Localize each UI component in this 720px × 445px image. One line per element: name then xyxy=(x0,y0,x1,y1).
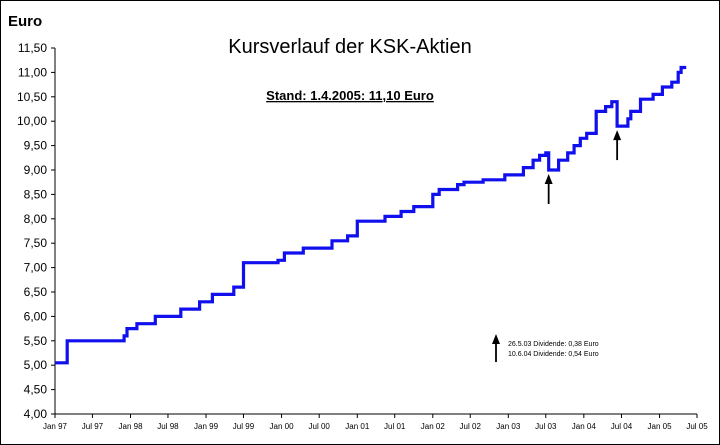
y-ticks: 4,00 4,50 5,00 5,50 6,00 6,50 7,00 7,50 8,00 8,50… xyxy=(17,41,55,421)
x-tick-label: Jul 01 xyxy=(384,422,406,431)
x-tick-label: Jan 99 xyxy=(194,422,219,431)
y-tick-label: 9,00 xyxy=(24,163,48,177)
x-tick-label: Jan 97 xyxy=(43,422,68,431)
y-tick-label: 11,50 xyxy=(18,41,47,55)
dividend-note-line: 10.6.04 Dividende: 0,54 Euro xyxy=(508,351,599,358)
x-tick-label: Jul 03 xyxy=(535,422,557,431)
x-ticks: Jan 97 Jul 97 Jan 98 Jul 98 Jan 99 Jul 99 Jan … xyxy=(43,414,708,431)
y-tick-label: 9,50 xyxy=(24,139,48,153)
y-tick-label: 6,50 xyxy=(24,285,48,299)
series-layer xyxy=(55,65,687,365)
x-tick-label: Jul 02 xyxy=(460,422,482,431)
x-tick-label: Jan 00 xyxy=(270,422,295,431)
x-tick-label: Jul 00 xyxy=(309,422,331,431)
y-tick-label: 8,00 xyxy=(24,212,48,226)
y-tick-label: 8,50 xyxy=(24,187,48,201)
x-tick-label: Jul 05 xyxy=(686,422,708,431)
x-tick-label: Jul 04 xyxy=(611,422,633,431)
y-tick-label: 11,00 xyxy=(18,65,47,79)
x-tick-label: Jan 05 xyxy=(648,422,673,431)
y-tick-label: 10,50 xyxy=(17,90,47,104)
y-tick-label: 10,00 xyxy=(17,114,47,128)
note-arrow-head xyxy=(492,334,500,344)
dividend-arrow xyxy=(544,174,553,204)
y-tick-label: 4,50 xyxy=(24,383,48,397)
x-tick-label: Jan 02 xyxy=(421,422,446,431)
series-line xyxy=(55,65,687,365)
x-tick-label: Jan 01 xyxy=(345,422,370,431)
chart-subtitle: Stand: 1.4.2005: 11,10 Euro xyxy=(266,88,434,103)
dividend-arrow xyxy=(613,130,622,161)
dividend-note-line: 26.5.03 Dividende: 0,38 Euro xyxy=(508,341,599,348)
y-tick-label: 6,00 xyxy=(24,309,48,323)
y-tick-label: 5,50 xyxy=(24,334,48,348)
y-tick-label: 5,00 xyxy=(24,358,48,372)
x-tick-label: Jul 99 xyxy=(233,422,255,431)
x-tick-label: Jul 98 xyxy=(157,422,179,431)
x-tick-label: Jan 03 xyxy=(496,422,521,431)
x-tick-label: Jul 97 xyxy=(82,422,104,431)
dividend-note: 26.5.03 Dividende: 0,38 Euro 10.6.04 Divi… xyxy=(492,334,599,362)
y-tick-label: 7,00 xyxy=(24,261,48,275)
x-tick-label: Jan 98 xyxy=(119,422,144,431)
x-tick-label: Jan 04 xyxy=(572,422,597,431)
chart-title: Kursverlauf der KSK-Aktien xyxy=(228,36,471,58)
y-tick-label: 4,00 xyxy=(24,407,48,421)
y-tick-label: 7,50 xyxy=(24,236,48,250)
annotation-layer xyxy=(544,130,622,204)
y-axis-unit: Euro xyxy=(8,13,42,30)
